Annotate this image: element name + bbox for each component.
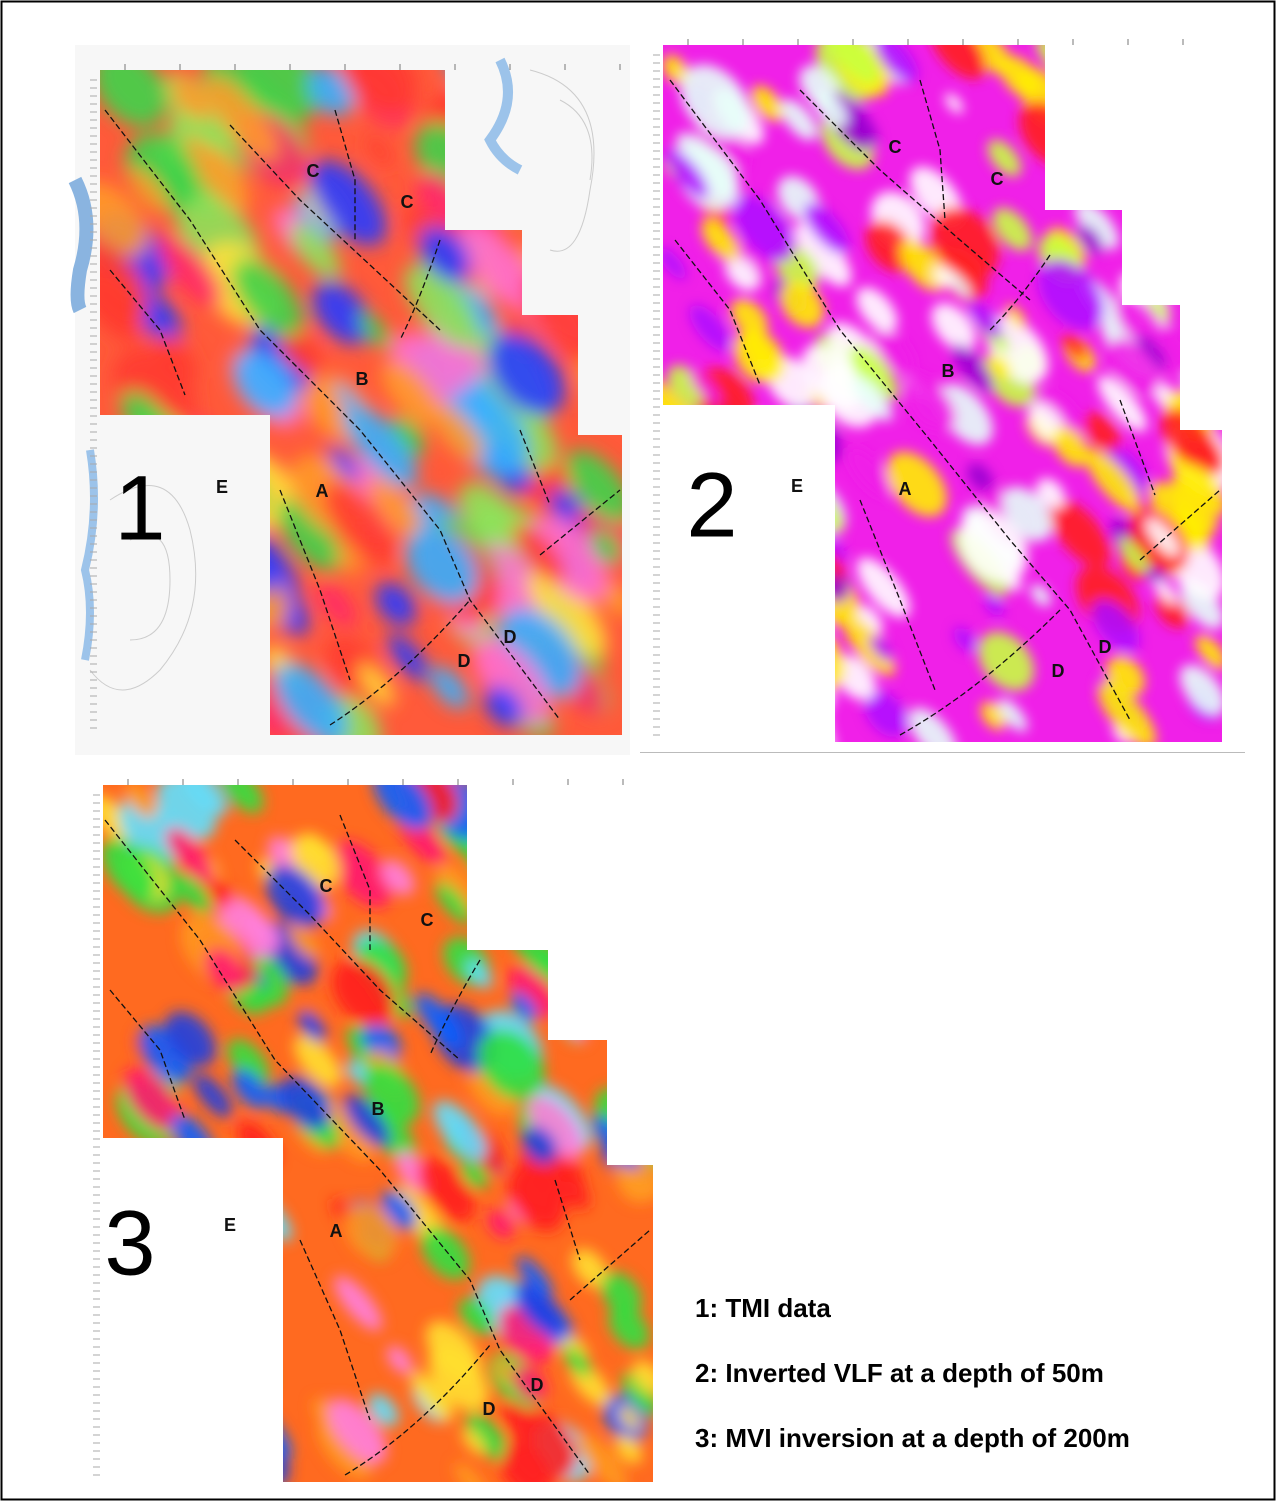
- map-label: C: [889, 137, 902, 157]
- map-label: D: [458, 651, 471, 671]
- map-label: A: [899, 479, 912, 499]
- map-label: D: [483, 1399, 496, 1419]
- panel-number: 2: [686, 454, 737, 556]
- map-label: B: [942, 361, 955, 381]
- legend-item: 1: TMI data: [695, 1293, 831, 1323]
- map-label: C: [421, 910, 434, 930]
- map-label: D: [1052, 661, 1065, 681]
- map-label: D: [1099, 637, 1112, 657]
- map-label: D: [531, 1375, 544, 1395]
- panel-number: 1: [114, 457, 165, 559]
- map-label: E: [216, 477, 228, 497]
- map-label: B: [372, 1099, 385, 1119]
- map-label: D: [504, 627, 517, 647]
- map-label: C: [320, 876, 333, 896]
- map-label: C: [307, 161, 320, 181]
- legend-item: 3: MVI inversion at a depth of 200m: [695, 1423, 1130, 1453]
- panel-number: 3: [104, 1192, 155, 1294]
- legend-item: 2: Inverted VLF at a depth of 50m: [695, 1358, 1104, 1388]
- map-label: C: [991, 169, 1004, 189]
- map-label: A: [316, 481, 329, 501]
- figure: C C B A D D E 1 C C B A D D E 2 C C B A D D E 3 1: TMI data 2: …: [0, 0, 1276, 1501]
- map-label: B: [356, 369, 369, 389]
- map-label: E: [224, 1215, 236, 1235]
- map-label: E: [791, 476, 803, 496]
- map-label: C: [401, 192, 414, 212]
- map-label: A: [330, 1221, 343, 1241]
